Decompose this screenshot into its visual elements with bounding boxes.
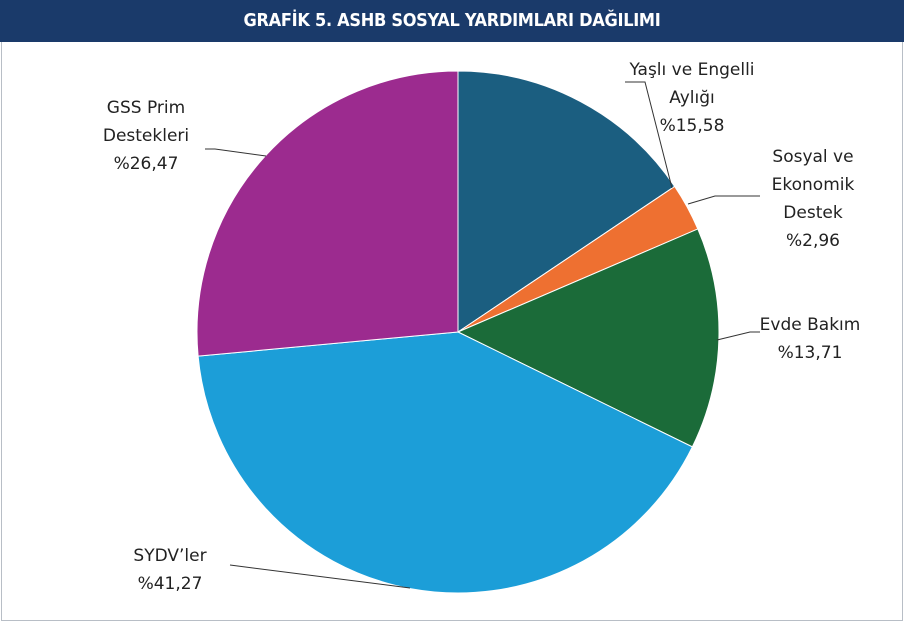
leader-line	[687, 195, 760, 205]
label-value: %13,71	[777, 343, 843, 363]
slice-label: Yaşlı ve Engelli Aylığı %15,58	[612, 56, 772, 140]
label-name: Sosyal ve Ekonomik Destek	[771, 147, 855, 223]
leader-line	[205, 148, 267, 157]
chart-title: GRAFİK 5. ASHB SOSYAL YARDIMLARI DAĞILIM…	[0, 0, 904, 42]
slice-label: SYDV’ler %41,27	[110, 542, 230, 598]
slice-label: GSS Prim Destekleri %26,47	[90, 94, 202, 178]
pie-slice	[456, 228, 720, 448]
leader-line	[716, 331, 760, 341]
label-name: GSS Prim Destekleri	[102, 98, 190, 146]
label-value: %26,47	[113, 154, 179, 174]
pie-slice	[457, 70, 676, 333]
pie-slice	[197, 331, 694, 594]
slice-label: Sosyal ve Ekonomik Destek %2,96	[758, 143, 868, 255]
slice-label: Evde Bakım %13,71	[740, 311, 880, 367]
leader-lines	[205, 81, 760, 589]
leader-line	[625, 81, 673, 189]
label-value: %2,96	[785, 231, 840, 251]
leader-line	[229, 564, 411, 589]
frame	[1, 42, 903, 621]
label-name: Yaşlı ve Engelli Aylığı	[629, 60, 755, 108]
label-value: %41,27	[137, 574, 203, 594]
label-value: %15,58	[659, 116, 725, 136]
pie-slice	[196, 70, 459, 357]
label-name: SYDV’ler	[133, 546, 207, 566]
label-name: Evde Bakım	[759, 315, 861, 335]
